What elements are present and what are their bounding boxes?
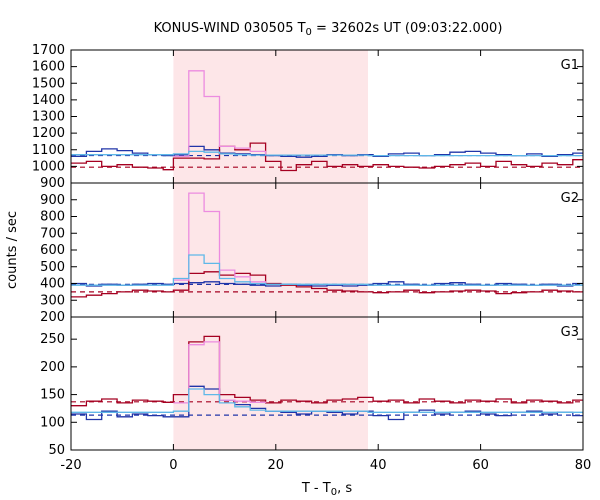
- panel-label: G1: [561, 58, 579, 73]
- title-suffix: = 32602s UT (09:03:22.000): [312, 21, 502, 36]
- series-line-cyan: [71, 254, 583, 286]
- shaded-interval: [173, 50, 368, 450]
- x-tick-label: 60: [472, 458, 489, 473]
- panel-label: G2: [561, 191, 579, 206]
- x-axis-label: T - T0, s: [301, 481, 352, 498]
- x-axis-label-suffix: , s: [337, 481, 352, 496]
- y-axis-label: counts / sec: [5, 211, 20, 289]
- y-tick-label: 1300: [32, 110, 65, 125]
- panel-label: G3: [561, 325, 579, 340]
- plot-area: 90010001100120013001400150016001700G1200…: [32, 43, 591, 473]
- x-axis-label-sub: 0: [331, 487, 337, 498]
- y-tick-label: 1100: [32, 143, 65, 158]
- y-tick-label: 100: [40, 415, 65, 430]
- y-tick-label: 1600: [32, 60, 65, 75]
- x-tick-label: -20: [60, 458, 81, 473]
- y-tick-label: 200: [40, 360, 65, 375]
- panel-data-g3: [71, 335, 583, 421]
- series-line-cyan: [71, 150, 583, 157]
- series-line-blue: [71, 281, 583, 287]
- y-tick-label: 1000: [32, 159, 65, 174]
- y-tick-label: 50: [48, 443, 65, 458]
- series-line-cyan: [71, 388, 583, 414]
- y-tick-label: 1200: [32, 126, 65, 141]
- panel-data-g2: [71, 192, 583, 298]
- x-tick-label: 0: [169, 458, 177, 473]
- y-tick-label: 200: [40, 310, 65, 325]
- series-line-pink: [173, 70, 267, 158]
- y-tick-label: 900: [40, 193, 65, 208]
- y-tick-label: 500: [40, 260, 65, 275]
- y-tick-label: 300: [40, 293, 65, 308]
- series-line-blue: [71, 385, 583, 421]
- series-line-red: [71, 142, 583, 172]
- panel-frame-g3: [70, 316, 584, 451]
- series-line-red: [71, 271, 583, 298]
- y-tick-label: 900: [40, 176, 65, 191]
- series-line-red: [71, 335, 583, 407]
- x-tick-label: 40: [370, 458, 387, 473]
- y-tick-label: 400: [40, 277, 65, 292]
- y-tick-label: 600: [40, 243, 65, 258]
- x-tick-label: 80: [575, 458, 592, 473]
- y-tick-label: 150: [40, 388, 65, 403]
- title-prefix: KONUS-WIND 030505 T: [154, 21, 306, 36]
- x-tick-label: 20: [268, 458, 285, 473]
- y-tick-label: 700: [40, 226, 65, 241]
- x-axis-label-main: T - T: [301, 481, 331, 496]
- title-sub: 0: [306, 27, 312, 38]
- y-tick-label: 1700: [32, 43, 65, 58]
- y-tick-label: 1400: [32, 93, 65, 108]
- panel-g3: 50 100 150 200 250 G3: [40, 316, 584, 458]
- chart-title: KONUS-WIND 030505 T0 = 32602s UT (09:03:…: [154, 21, 503, 38]
- panel-data-g1: [71, 70, 583, 172]
- y-tick-label: 250: [40, 332, 65, 347]
- y-tick-label: 800: [40, 210, 65, 225]
- y-tick-label: 1500: [32, 76, 65, 91]
